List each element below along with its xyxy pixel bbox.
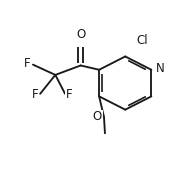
- Text: Cl: Cl: [136, 34, 148, 47]
- Text: O: O: [76, 28, 85, 41]
- Text: N: N: [156, 62, 165, 75]
- Text: O: O: [93, 111, 102, 124]
- Text: F: F: [24, 57, 30, 70]
- Text: F: F: [32, 88, 39, 101]
- Text: F: F: [66, 88, 73, 101]
